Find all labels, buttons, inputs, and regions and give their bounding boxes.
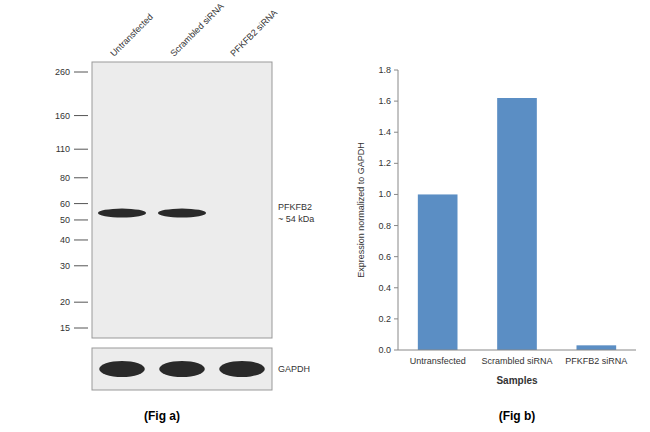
bar bbox=[577, 345, 617, 350]
sample-label: Scrambled siRNA bbox=[168, 1, 225, 58]
panel-caption: (Fig b) bbox=[499, 409, 536, 423]
y-tick-label: 0.4 bbox=[378, 283, 391, 293]
sample-label: PFKFB2 siRNA bbox=[228, 7, 279, 58]
ladder-label: 110 bbox=[56, 144, 70, 154]
ladder-tick bbox=[74, 302, 88, 303]
figure: 260 160 110 80 60 50 40 30 20 15 Untransfected Scra… bbox=[0, 0, 650, 432]
bars bbox=[418, 98, 616, 350]
x-axis-label: Samples bbox=[496, 375, 538, 386]
ladder-label: 160 bbox=[55, 111, 70, 121]
ladder-tick bbox=[74, 265, 88, 266]
ladder-label: 30 bbox=[60, 261, 70, 271]
ladder-tick bbox=[74, 115, 88, 116]
y-tick bbox=[394, 225, 398, 226]
y-axis bbox=[398, 70, 399, 350]
ladder-label: 50 bbox=[60, 215, 70, 225]
x-tick-label: Scrambled siRNA bbox=[481, 356, 552, 366]
y-tick-label: 0.2 bbox=[378, 314, 391, 324]
y-tick bbox=[394, 287, 398, 288]
control-band bbox=[159, 361, 205, 377]
y-tick-label: 0.8 bbox=[378, 221, 391, 231]
y-tick bbox=[394, 101, 398, 102]
y-tick bbox=[394, 318, 398, 319]
y-tick-label: 1.8 bbox=[378, 65, 391, 75]
control-band bbox=[99, 361, 145, 377]
y-tick bbox=[394, 132, 398, 133]
ladder-tick bbox=[74, 239, 88, 240]
y-tick-label: 1.0 bbox=[378, 189, 391, 199]
bands bbox=[98, 209, 206, 218]
y-tick bbox=[394, 163, 398, 164]
y-tick-label: 1.6 bbox=[378, 96, 391, 106]
bar-panel: 0.0 0.2 0.4 0.6 0.8 1.0 1.2 1.4 1.6 1.8 Untransfec… bbox=[356, 65, 636, 423]
ladder-tick bbox=[74, 328, 88, 329]
ladder-label: 80 bbox=[60, 173, 70, 183]
blot-panel: 260 160 110 80 60 50 40 30 20 15 Untransfected Scra… bbox=[55, 1, 314, 423]
y-tick-label: 1.2 bbox=[378, 158, 391, 168]
panel-caption: (Fig a) bbox=[144, 409, 180, 423]
y-tick-label: 1.4 bbox=[378, 127, 391, 137]
ladder-tick bbox=[74, 203, 88, 204]
ladder-label: 60 bbox=[60, 199, 70, 209]
band-label: PFKFB2 ~ 54 kDa bbox=[278, 202, 314, 224]
x-tick-label: Untransfected bbox=[410, 356, 466, 366]
bar bbox=[418, 194, 458, 350]
y-tick bbox=[394, 350, 398, 351]
y-axis-label: Expression normalized to GAPDH bbox=[356, 142, 366, 278]
ladder-label: 20 bbox=[60, 297, 70, 307]
x-axis bbox=[398, 350, 636, 351]
bar bbox=[497, 98, 537, 350]
band-label-line: PFKFB2 bbox=[278, 202, 312, 212]
ladder-label: 15 bbox=[60, 323, 70, 333]
control-label: GAPDH bbox=[278, 364, 310, 374]
x-tick-label: PFKFB2 siRNA bbox=[565, 356, 627, 366]
y-tick bbox=[394, 256, 398, 257]
gel bbox=[92, 62, 272, 338]
ladder-tick bbox=[74, 149, 88, 150]
control-band bbox=[219, 361, 265, 377]
ladder-label: 40 bbox=[60, 235, 70, 245]
y-tick bbox=[394, 194, 398, 195]
ladder-tick bbox=[74, 219, 88, 220]
band bbox=[98, 209, 146, 218]
band-label-line: ~ 54 kDa bbox=[278, 214, 314, 224]
ladder-label: 260 bbox=[55, 67, 70, 77]
sample-label: Untransfected bbox=[108, 12, 155, 59]
y-tick-label: 0.6 bbox=[378, 252, 391, 262]
ladder-tick bbox=[74, 72, 88, 73]
ladder-tick bbox=[74, 177, 88, 178]
control-strip bbox=[92, 348, 272, 390]
y-tick-label: 0.0 bbox=[378, 345, 391, 355]
y-tick bbox=[394, 70, 398, 71]
band bbox=[158, 209, 206, 218]
